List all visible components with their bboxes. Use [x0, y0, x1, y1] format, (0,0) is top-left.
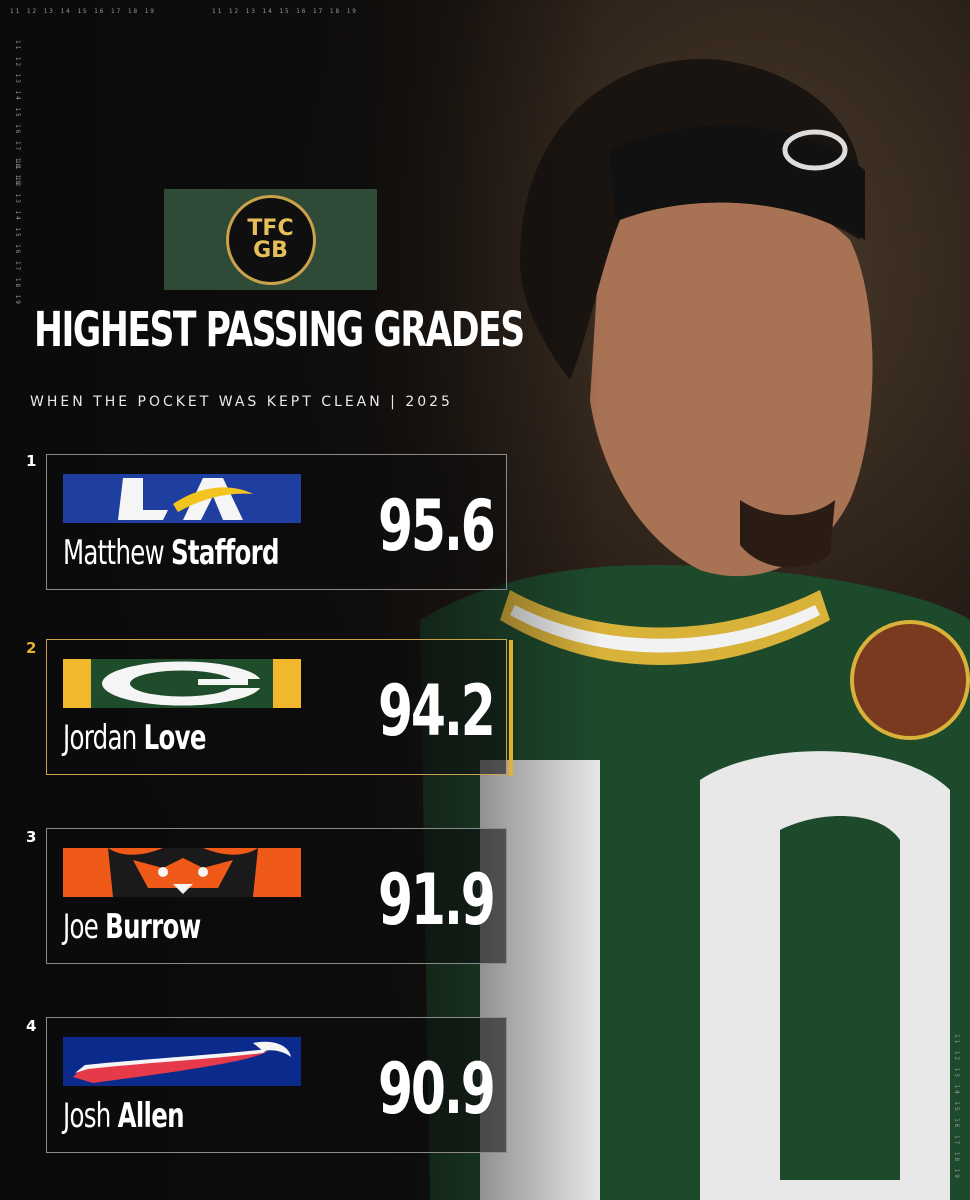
bengals-tiger-logo [63, 848, 301, 897]
rank-number: 1 [26, 452, 37, 470]
packers-g-logo [63, 659, 301, 708]
player-first-name: Joe [63, 907, 99, 947]
player-last-name: Stafford [170, 533, 280, 573]
ruler-marks-right: 11 12 13 14 15 16 17 18 19 [953, 1034, 960, 1180]
ruler-marks-left-upper: 11 12 13 14 15 16 17 18 19 [14, 40, 21, 186]
player-last-name: Love [143, 718, 207, 758]
passing-grade: 94.2 [378, 670, 496, 752]
highlight-bar [509, 640, 513, 776]
player-first-name: Jordan [63, 718, 137, 758]
rank-number: 2 [26, 639, 37, 657]
passing-grade: 90.9 [378, 1048, 496, 1130]
player-last-name: Allen [117, 1096, 185, 1136]
ruler-marks-left-lower: 11 12 13 14 15 16 17 18 19 [14, 160, 21, 306]
ranking-card-1: Matthew Stafford 95.6 [46, 454, 507, 590]
rank-number: 4 [26, 1017, 37, 1035]
brand-line2: GB [253, 237, 288, 263]
brand-line1: TFC [247, 215, 294, 241]
player-name: Matthew Stafford [63, 533, 279, 573]
rams-la-logo [63, 474, 301, 523]
ranking-card-2: Jordan Love 94.2 [46, 639, 513, 776]
passing-grade: 91.9 [378, 859, 496, 941]
ruler-marks-top-center: 11 12 13 14 15 16 17 18 19 [212, 8, 358, 15]
ranking-card-4: Josh Allen 90.9 [46, 1017, 507, 1153]
brand-logo-box: TFC GB [164, 189, 377, 290]
ruler-marks-top-left: 11 12 13 14 15 16 17 18 19 [10, 8, 156, 15]
passing-grade: 95.6 [378, 485, 496, 567]
rank-number: 3 [26, 828, 37, 846]
player-name: Joe Burrow [63, 907, 201, 947]
player-last-name: Burrow [105, 907, 201, 947]
page-title: HIGHEST PASSING GRADES [34, 302, 525, 358]
player-name: Jordan Love [63, 718, 206, 758]
brand-logo: TFC GB [225, 194, 316, 285]
player-name: Josh Allen [63, 1096, 185, 1136]
bills-buffalo-logo [63, 1037, 301, 1086]
ranking-card-3: Joe Burrow 91.9 [46, 828, 507, 964]
page-subtitle: WHEN THE POCKET WAS KEPT CLEAN | 2025 [30, 394, 453, 410]
player-first-name: Matthew [63, 533, 165, 573]
player-first-name: Josh [63, 1096, 111, 1136]
